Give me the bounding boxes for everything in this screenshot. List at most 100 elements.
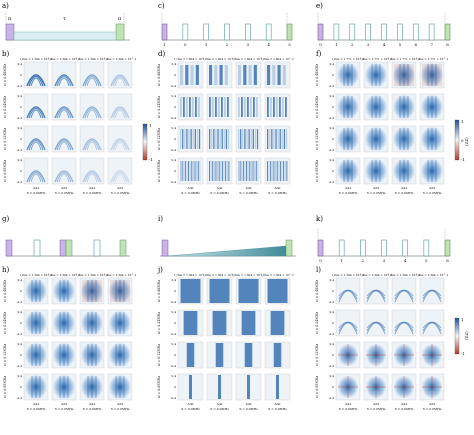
arch-stripe — [28, 107, 44, 119]
dense-stripe — [221, 161, 223, 181]
blob — [337, 63, 359, 87]
cell-frame — [206, 125, 233, 153]
arch-stripe — [28, 171, 44, 183]
mixed-arc — [338, 322, 358, 335]
heatmap-cell — [177, 373, 204, 401]
arch-stripe — [82, 74, 102, 87]
dense-stripe — [191, 161, 193, 181]
y-tick-label: 0.4 — [172, 342, 177, 346]
dense-stripe — [212, 161, 214, 181]
seq-c-tick-label: 4 — [267, 42, 270, 47]
dense-stripe — [218, 161, 220, 181]
heatmap-cell — [51, 309, 77, 337]
heatmap-cell — [264, 125, 291, 153]
y-tick-label: 0 — [174, 73, 176, 77]
dense-stripe — [249, 161, 251, 181]
x-axis-label: Δ/Ω — [217, 186, 223, 190]
dense-stripe — [238, 129, 240, 149]
x-axis-label: Δ/Ω — [373, 186, 379, 190]
heatmap-cell — [23, 341, 49, 369]
mixed-arc — [366, 321, 386, 329]
heatmap-cell — [235, 61, 262, 89]
dense-stripe — [256, 97, 258, 117]
x-axis-label: Δ/Ω — [373, 402, 379, 406]
heatmap-cell — [335, 341, 361, 369]
dense-stripe — [250, 129, 252, 149]
seq-e-tick-label: 5 — [399, 42, 402, 47]
heatmap-cell — [177, 157, 204, 185]
mixed-arc — [394, 289, 414, 297]
y-tick-label: 0 — [332, 385, 334, 389]
seq-k-tick-label: 6 — [446, 258, 449, 263]
y-tick-label: 0 — [174, 289, 176, 293]
y-tick-label: -0.4 — [329, 180, 335, 184]
dense-stripe — [246, 129, 248, 149]
heatmap-cell — [206, 93, 233, 121]
cell-frame — [79, 93, 105, 121]
bottom-label: X = 0.0MHz — [423, 191, 442, 195]
dense-stripe — [196, 161, 198, 181]
heatmap-cell — [206, 61, 233, 89]
y-tick-label: 0 — [20, 289, 22, 293]
colorbar-top-label: ⟨ZZ⟩ — [464, 137, 469, 146]
seq-e-tick-label: 7 — [430, 42, 433, 47]
arch-stripe — [82, 170, 102, 183]
dense-stripe — [184, 129, 186, 149]
blob — [365, 159, 387, 183]
dense-stripe — [209, 129, 211, 149]
blob — [25, 311, 47, 335]
dense-stripe — [244, 129, 246, 149]
blob — [25, 375, 47, 399]
heatmap-cell — [107, 61, 133, 89]
arch-stripe — [84, 107, 100, 119]
heatmap-cell — [23, 309, 49, 337]
mixed-arc — [422, 289, 442, 297]
seq-e-tick-label: 1 — [335, 42, 338, 47]
row-label: ω = 0.48MHz — [157, 64, 161, 86]
dense-stripe — [220, 161, 222, 181]
heatmap-cell — [419, 93, 445, 121]
mixed-arc — [366, 322, 386, 335]
blob — [365, 95, 387, 119]
seq-g-pulse-4 — [65, 239, 73, 257]
blob — [337, 127, 359, 151]
heatmap-cell — [51, 157, 77, 185]
cell-header: f_rms = 1.304 × 10^-1 — [104, 273, 137, 277]
dense-stripe — [270, 161, 272, 181]
heatmap-cell — [419, 277, 445, 305]
y-tick-label: 0 — [332, 321, 334, 325]
heatmap-cell — [391, 277, 417, 305]
vcol — [267, 279, 288, 303]
dense-stripe — [211, 129, 213, 149]
dense-stripe — [268, 161, 270, 181]
red-tint — [82, 280, 102, 302]
arch-stripe — [84, 75, 100, 87]
dense-stripe — [248, 65, 252, 85]
blob — [81, 279, 103, 303]
y-tick-label: -0.4 — [329, 116, 335, 120]
y-tick-label: 0.4 — [330, 126, 335, 130]
seq-k-tick-label: 0 — [319, 258, 322, 263]
dense-stripe — [252, 161, 254, 181]
row-label: ω = 0.05MHz — [157, 160, 161, 182]
row-label: ω = 0.05MHz — [315, 376, 319, 398]
bottom-label: X = 0.0MHz — [367, 191, 386, 195]
dense-stripe — [199, 161, 201, 181]
pulse-block-left — [5, 23, 15, 41]
x-axis-label: Δ/Ω — [429, 186, 435, 190]
dense-stripe — [181, 161, 183, 181]
panel-label-b: b) — [2, 50, 9, 58]
colorbar-mid-tick-high: 1 — [149, 123, 152, 128]
heatmap-cell — [23, 373, 49, 401]
seq-c-pulse — [182, 23, 189, 41]
dense-stripe — [244, 161, 246, 181]
cell-header: f_rms = 1.771 × 10^-1 — [388, 57, 421, 61]
heatmap-cell — [235, 157, 262, 185]
x-axis-label: Δ/Ω — [401, 186, 407, 190]
arch-stripe — [110, 170, 130, 183]
x-axis-label: Δ/Ω — [89, 186, 95, 190]
blob — [337, 95, 359, 119]
cell-header: f_rms = 1.604 × 10^-1 — [203, 57, 236, 61]
y-tick-label: 0.4 — [330, 342, 335, 346]
seq-c-pulse — [161, 23, 168, 41]
